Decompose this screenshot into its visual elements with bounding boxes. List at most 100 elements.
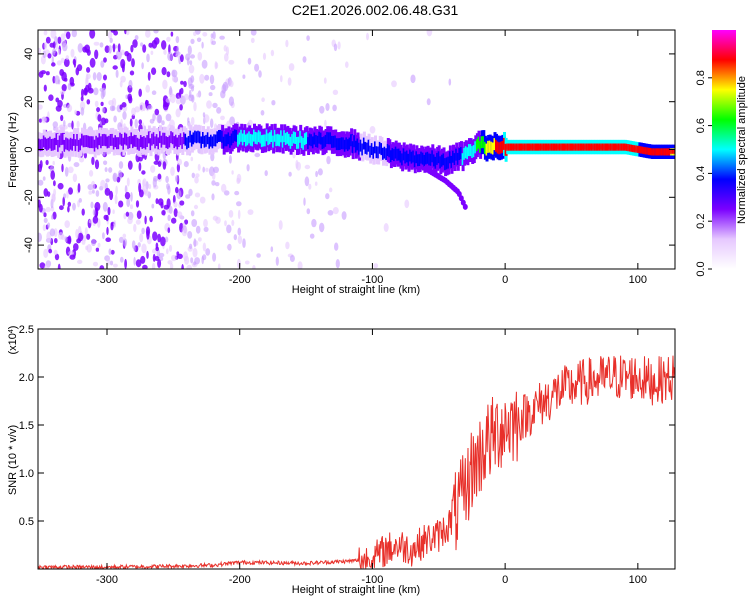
spectrogram-noise-cell [209,74,215,85]
spectrogram-noise-cell [226,120,232,128]
spectrogram-noise-cell [288,171,292,177]
spectrogram-ridge-peak [652,150,656,154]
spectrogram-noise-cell [404,199,410,209]
spectrogram-noise-cell [67,166,74,174]
spectrogram-noise-cell [99,265,105,269]
spectrogram-ridge-peak [506,145,510,149]
spectrogram-noise-cell [341,211,347,220]
spectrogram-ridge-core [389,150,393,163]
spectrogram-noise-cell [289,255,295,262]
spectrogram-noise-cell [49,228,56,237]
spectrogram-ridge-core [420,151,424,164]
spectrogram-noise-cell [176,45,179,56]
spectrogram-ridge-peak [628,146,632,150]
spectrogram-noise-cell [183,93,189,101]
spectrogram-ridge-core [331,135,334,148]
spectrogram-ridge-core [485,143,489,156]
spectrogram-ridge-peak [671,150,675,154]
spectrogram-noise-cell [192,247,198,258]
spectrogram-ridge-peak [617,145,621,149]
spectrogram-ridge-peak [604,145,608,149]
spectrogram-ridge-core [342,137,346,150]
spectrogram-noise-cell [152,231,158,241]
spectrogram-ridge-peak [549,145,553,149]
spectrogram-noise-cell [129,204,134,210]
spectrogram-ridge-peak [638,147,642,152]
spectrogram-noise-cell [170,166,175,176]
spectrogram-noise-cell [166,36,171,42]
spectrogram-noise-cell [53,249,58,256]
spectrogram-noise-cell [54,238,58,244]
spectrogram-noise-cell [317,168,323,176]
spectrogram-noise-cell [108,167,113,173]
spectrogram-ridge-core [401,153,405,166]
spectrogram-noise-cell [118,236,124,243]
spectrogram-ridge-peak [659,150,663,154]
spectrogram-ridge-core [173,136,177,149]
spectrogram-ridge-core [87,135,91,148]
spectrogram-ridge-core [453,153,457,165]
spectrogram-noise-cell [67,122,73,128]
spectrogram-ridge-core [498,142,502,155]
snr-multiplier-base: (x10 [7,333,19,354]
spectrogram-noise-cell [170,31,174,37]
spectrogram-ridge-core [487,140,491,153]
spectrogram-ridge-core [41,138,45,151]
spectrogram-noise-cell [45,71,50,76]
spectrogram-ridge-peak [534,145,538,149]
spectrogram-noise-cell [306,208,311,215]
spectrogram-x-tick-label: -100 [361,274,383,286]
spectrogram-noise-cell [165,113,172,122]
colorbar-tick-label: 0.8 [695,70,707,85]
spectrogram-noise-cell [166,71,171,78]
snr-plot-area [38,329,675,569]
spectrogram-ridge-peak [670,150,674,154]
spectrogram-ridge-core [227,132,231,145]
spectrogram-noise-cell [166,248,169,255]
spectrogram-noise-cell [105,178,110,183]
spectrogram-ridge-peak [646,149,650,153]
spectrogram-noise-cell [64,166,69,177]
spectrogram-ridge-core [117,137,121,150]
spectrogram-noise-cell [335,259,340,269]
spectrogram-noise-cell [95,247,100,252]
spectrogram-noise-cell [215,62,219,69]
spectrogram-ridge-core [444,158,448,171]
spectrogram-ridge-peak [608,145,612,149]
spectrogram-noise-cell [193,204,199,210]
spectrogram-noise-cell [258,70,262,78]
spectrogram-noise-cell [139,233,144,243]
spectrogram-noise-cell [231,219,235,226]
spectrogram-noise-cell [92,209,96,216]
spectrogram-ridge-core [152,132,156,145]
spectrogram-noise-cell [91,156,95,166]
spectrogram-ridge-peak [585,145,589,149]
spectrogram-ridge-core [184,133,188,146]
spectrogram-noise-cell [190,156,194,162]
spectrogram-ridge-core [144,137,148,150]
spectrogram-ridge-core [136,137,140,150]
spectrogram-ridge-core [141,136,145,149]
spectrogram-noise-cell [122,111,127,120]
spectrogram-noise-cell [86,67,91,73]
spectrogram-ridge-core [214,134,218,147]
spectrogram-noise-cell [186,264,192,269]
spectrogram-ridge-core [388,145,392,158]
spectrogram-noise-cell [141,62,144,70]
spectrogram-ridge-core [77,139,81,152]
spectrogram-ridge-peak [579,145,583,149]
spectrogram-ridge-peak [624,145,627,149]
spectrogram-ridge-core [63,139,67,152]
spectrogram-ridge-peak [635,147,639,151]
spectrogram-noise-cell [60,114,64,122]
spectrogram-noise-cell [38,163,42,173]
spectrogram-ridge-core [488,140,492,153]
spectrogram-ridge-core [155,134,159,146]
spectrogram-ridge-core [455,148,459,161]
spectrogram-noise-cell [107,31,113,40]
spectrogram-noise-cell [345,61,349,68]
spectrogram-noise-cell [120,75,126,83]
spectrogram-ridge-core [310,134,314,147]
spectrogram-ridge-peak [576,145,580,149]
spectrogram-noise-cell [168,244,173,252]
